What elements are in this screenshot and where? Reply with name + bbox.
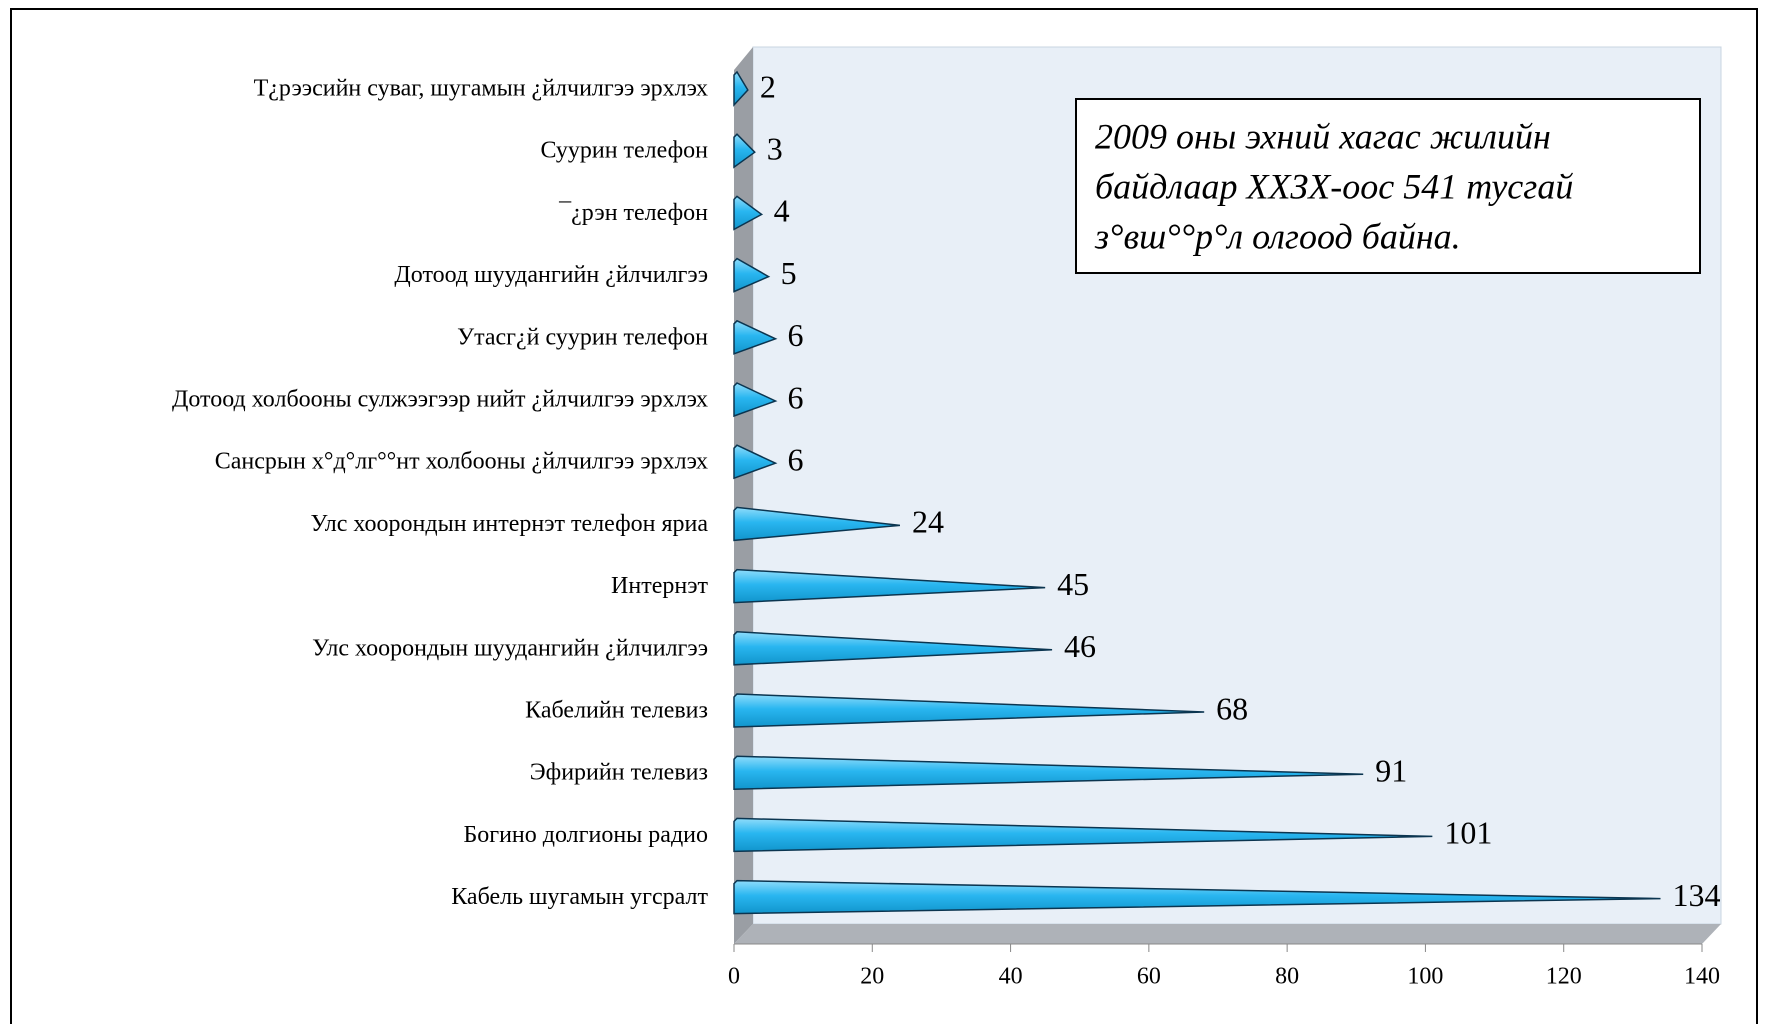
- y-tick-label: Т¿рээсийн суваг, шугамын ¿йлчилгээ эрхлэ…: [254, 76, 708, 102]
- value-label: 24: [912, 504, 944, 540]
- x-tick-label: 20: [860, 964, 884, 990]
- bar: [733, 506, 901, 542]
- y-tick-label: Улс хоорондын шуудангийн ¿йлчилгээ: [312, 635, 708, 661]
- annotation-line: з°вш°°р°л олгоод байна.: [1094, 216, 1461, 256]
- value-label: 6: [787, 317, 803, 353]
- value-label: 46: [1064, 628, 1096, 664]
- value-label: 6: [787, 379, 803, 415]
- y-tick-label: Дотоод холбооны сулжээгээр нийт ¿йлчилгэ…: [172, 387, 708, 413]
- y-tick-label: Дотоод шуудангийн ¿йлчилгээ: [394, 262, 708, 288]
- value-label: 101: [1444, 815, 1492, 851]
- frame: [10, 8, 1758, 1024]
- bar: [733, 755, 1364, 790]
- value-label: 6: [787, 442, 803, 478]
- floor: [734, 924, 1721, 944]
- y-tick-label: Сансрын х°д°лг°°нт холбооны ¿йлчилгээ эр…: [215, 449, 708, 475]
- bar: [733, 444, 778, 480]
- y-tick-label: ¯¿рэн телефон: [558, 200, 708, 226]
- y-tick-label: Эфирийн телевиз: [530, 760, 708, 786]
- bar: [733, 257, 771, 293]
- bar: [733, 195, 764, 231]
- bar: [733, 879, 1661, 915]
- annotation-line: 2009 оны эхний хагас жилийн: [1095, 116, 1551, 156]
- value-label: 2: [760, 68, 776, 104]
- bar: [733, 382, 778, 418]
- bar: [733, 817, 1433, 853]
- x-tick-label: 100: [1407, 964, 1443, 990]
- y-tick-label: Интернэт: [611, 573, 708, 599]
- y-tick-label: Богино долгионы радио: [463, 822, 708, 848]
- bar: [733, 319, 778, 355]
- x-tick-label: 60: [1137, 964, 1161, 990]
- bar: [733, 568, 1046, 604]
- annotation-line: байдлаар ХХЗХ-оос 541 тусгай: [1095, 166, 1573, 206]
- y-tick-label: Улс хоорондын интернэт телефон яриа: [311, 511, 709, 537]
- y-tick-label: Кабелийн телевиз: [525, 698, 708, 724]
- annotation-box: 2009 оны эхний хагас жилийн байдлаар ХХЗ…: [1075, 98, 1701, 274]
- value-label: 4: [774, 193, 790, 229]
- x-tick-label: 120: [1546, 964, 1582, 990]
- value-label: 134: [1673, 877, 1721, 913]
- value-label: 3: [767, 131, 783, 167]
- value-label: 45: [1057, 566, 1089, 602]
- x-tick-label: 140: [1684, 964, 1720, 990]
- bar: [733, 70, 749, 107]
- y-tick-label: Кабель шугамын угсралт: [451, 884, 708, 910]
- bar: [733, 133, 756, 169]
- bar: [733, 631, 1053, 666]
- x-tick-label: 0: [728, 964, 740, 990]
- value-label: 91: [1375, 753, 1407, 789]
- side-wall: [734, 47, 753, 944]
- annotation-frame: [1075, 98, 1701, 274]
- x-tick-label: 80: [1275, 964, 1299, 990]
- x-tick-label: 40: [999, 964, 1023, 990]
- value-label: 5: [781, 255, 797, 291]
- value-label: 68: [1216, 690, 1248, 726]
- y-tick-label: Утасг¿й суурин телефон: [457, 324, 708, 350]
- bar: [733, 693, 1205, 728]
- y-tick-label: Суурин телефон: [540, 138, 708, 164]
